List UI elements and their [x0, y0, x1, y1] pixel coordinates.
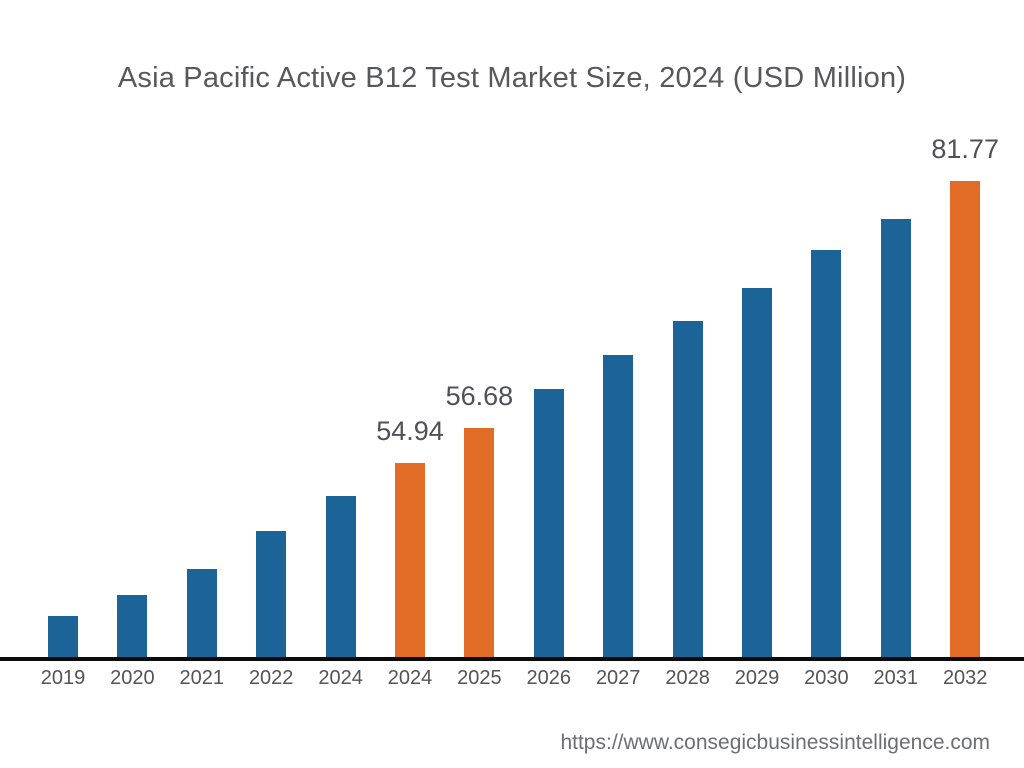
x-tick-label: 2027 — [595, 667, 641, 689]
bar-2029-10 — [742, 288, 772, 657]
bar-2024-4 — [325, 496, 356, 657]
x-tick-label: 2020 — [110, 667, 155, 689]
x-axis-line — [0, 657, 1024, 661]
footer-url-link[interactable]: https://www.consegicbusinessintelligence… — [560, 731, 990, 754]
bar-2021-2 — [186, 569, 217, 657]
bar-value-label: 56.68 — [445, 381, 514, 411]
bar-2019-0 — [48, 616, 78, 657]
x-tick-label: 2022 — [248, 667, 294, 689]
bar-value-label: 54.94 — [376, 416, 444, 446]
bar-2025-6 — [464, 428, 495, 657]
x-tick-label: 2026 — [526, 667, 572, 689]
bar-2020-1 — [117, 595, 148, 657]
x-tick-label: 2032 — [942, 667, 988, 689]
bar-2024-5 — [395, 463, 425, 657]
bar-2031-12 — [880, 219, 911, 657]
x-tick-label: 2028 — [665, 667, 710, 689]
x-tick-label: 2029 — [734, 667, 780, 689]
x-tick-label: 2019 — [40, 667, 86, 689]
x-tick-label: 2025 — [457, 667, 502, 689]
bar-2028-9 — [672, 321, 703, 657]
bar-2032-13 — [950, 181, 981, 657]
bar-2026-7 — [533, 389, 564, 657]
bar-value-label: 81.77 — [931, 134, 999, 164]
chart-title: Asia Pacific Active B12 Test Market Size… — [117, 62, 907, 94]
bar-2027-8 — [603, 355, 634, 657]
x-tick-label: 2030 — [804, 667, 849, 689]
bar-2022-3 — [256, 531, 287, 657]
x-tick-label: 2031 — [873, 667, 919, 689]
bar-2030-11 — [811, 250, 842, 657]
x-tick-label: 2024 — [387, 667, 433, 689]
x-tick-label: 2021 — [179, 667, 225, 689]
x-tick-label: 2024 — [318, 667, 363, 689]
